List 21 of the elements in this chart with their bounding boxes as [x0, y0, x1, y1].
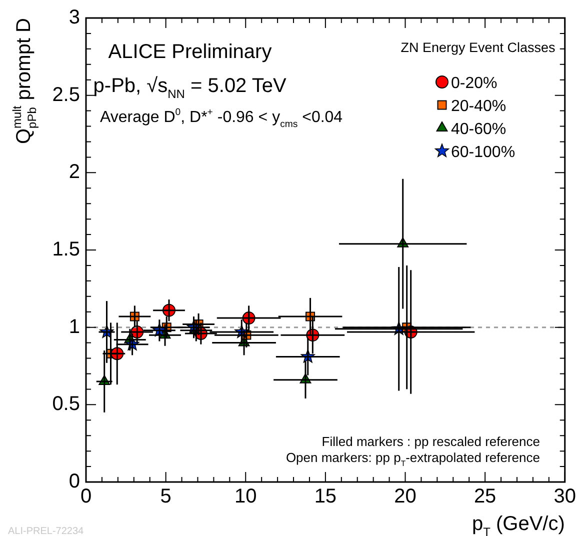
y-tick-label: 2: [68, 161, 80, 184]
y-tick-label: 3: [68, 6, 80, 29]
legend-label: 0-20%: [451, 75, 498, 92]
y-axis-title: QmultpPb prompt D: [10, 18, 39, 144]
y-tick-label: 1.5: [52, 238, 80, 261]
y-tick-label: 0.5: [52, 393, 80, 416]
x-tick-label: 10: [234, 486, 257, 508]
x-tick-label: 30: [554, 486, 576, 508]
x-tick-label: 15: [314, 486, 337, 508]
annotation: ALICE Preliminary: [108, 41, 272, 63]
legend-title: ZN Energy Event Classes: [400, 40, 556, 55]
legend-label: 20-40%: [451, 98, 506, 115]
y-tick-label: 0: [68, 470, 80, 493]
y-tick-label: 2.5: [52, 84, 80, 106]
x-tick-label: 25: [474, 486, 496, 508]
annotation: Filled markers : pp rescaled reference: [322, 434, 540, 449]
y-tick-label: 1: [68, 316, 80, 338]
legend-label: 60-100%: [451, 144, 516, 161]
x-tick-label: 20: [394, 486, 416, 508]
x-tick-label: 5: [160, 486, 172, 508]
legend-label: 40-60%: [451, 121, 506, 138]
